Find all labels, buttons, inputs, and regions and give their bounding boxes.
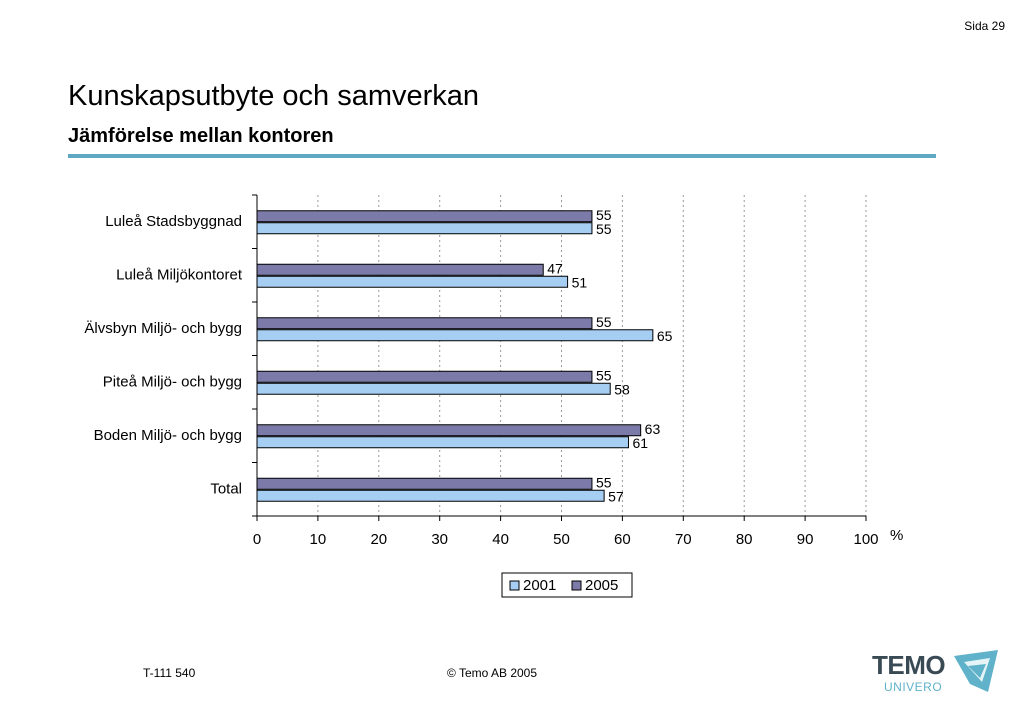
bar-2005: [256, 477, 593, 490]
data-label-2001: 58: [614, 381, 630, 397]
category-label: Luleå Miljökontoret: [116, 266, 243, 283]
data-label-2001: 51: [572, 274, 588, 290]
legend-swatch: [509, 580, 520, 591]
data-label-2005: 55: [596, 367, 612, 383]
footer-code: T-111 540: [143, 666, 196, 680]
x-tick-label: 30: [431, 531, 448, 548]
category-label: Boden Miljö- och bygg: [94, 427, 242, 444]
data-label-2005: 55: [596, 474, 612, 490]
x-tick-label: 80: [736, 531, 753, 548]
data-label-2005: 55: [596, 207, 612, 223]
temo-mark-icon: [954, 650, 998, 692]
logo-text: TEMO: [872, 650, 946, 680]
title-divider: [68, 154, 936, 158]
x-tick-label: 100: [853, 531, 878, 548]
bar-2005: [256, 210, 593, 223]
category-label: Luleå Stadsbyggnad: [105, 213, 242, 230]
page-title: Kunskapsutbyte och samverkan: [68, 80, 480, 112]
bar-2001: [256, 436, 629, 449]
data-label-2005: 55: [596, 314, 612, 330]
bar-2001: [256, 222, 593, 235]
logo-subtext: UNIVERO: [884, 680, 943, 694]
bar-2001: [256, 329, 654, 342]
bar-2005: [256, 317, 593, 330]
legend-box: [501, 572, 633, 598]
data-label-2001: 55: [596, 221, 612, 237]
x-tick-label: 40: [492, 531, 509, 548]
x-tick-label: 10: [310, 531, 327, 548]
bar-2001: [256, 275, 569, 288]
temo-logo: TEMO UNIVERO: [872, 648, 1002, 698]
bar-2005: [256, 424, 642, 437]
data-label-2005: 63: [645, 421, 661, 437]
bar-2005: [256, 370, 593, 383]
legend-label: 2005: [585, 577, 618, 594]
category-label: Piteå Miljö- och bygg: [103, 373, 242, 390]
x-tick-label: 70: [675, 531, 692, 548]
category-label: Total: [210, 480, 242, 497]
x-tick-label: 60: [614, 531, 631, 548]
data-label-2005: 47: [547, 260, 563, 276]
x-tick-label: 20: [370, 531, 387, 548]
legend-label: 2001: [523, 577, 556, 594]
bar-2005: [256, 263, 544, 276]
x-unit-label: %: [890, 527, 903, 544]
legend-swatch: [571, 580, 582, 591]
data-label-2001: 61: [632, 435, 648, 451]
page-number: Sida 29: [964, 19, 1005, 33]
x-tick-label: 90: [797, 531, 814, 548]
x-tick-label: 0: [253, 531, 261, 548]
bar-2001: [256, 489, 605, 502]
bar-2001: [256, 382, 611, 395]
data-label-2001: 57: [608, 488, 624, 504]
x-tick-label: 50: [553, 531, 570, 548]
page-subtitle: Jämförelse mellan kontoren: [68, 125, 334, 147]
category-label: Älvsbyn Miljö- och bygg: [84, 320, 242, 337]
data-label-2001: 65: [657, 328, 673, 344]
footer-copyright: © Temo AB 2005: [447, 666, 538, 680]
